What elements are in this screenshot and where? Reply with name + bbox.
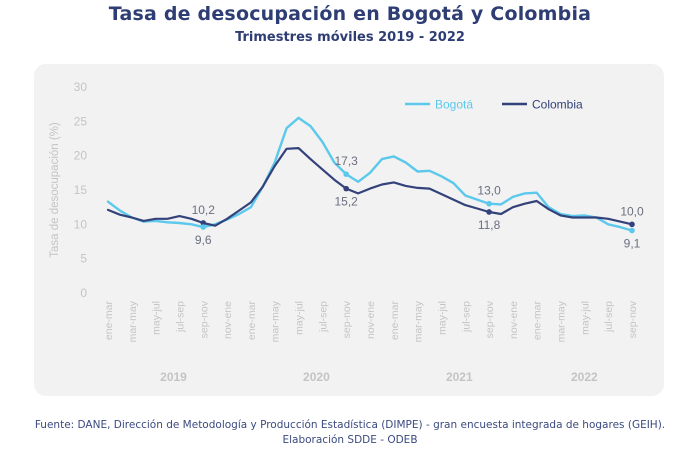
x-tick-label: may-jul bbox=[294, 301, 306, 335]
x-tick-label: nov-ene bbox=[222, 301, 234, 339]
series-line-colombia bbox=[106, 147, 634, 227]
line-chart: Tasa de desocupación (%) 0 5 10 15 20 25 30 en… bbox=[49, 80, 644, 384]
x-tick-label: jul-sep bbox=[460, 301, 472, 333]
chart-panel bbox=[34, 64, 664, 396]
y-tick-label: 5 bbox=[80, 252, 87, 266]
credits-line: Elaboración SDDE - ODEB bbox=[282, 434, 418, 446]
x-tick-label: ene-mar bbox=[103, 301, 115, 341]
data-point-marker bbox=[200, 224, 207, 230]
data-label: 15,2 bbox=[335, 195, 359, 209]
legend-label: Colombia bbox=[532, 98, 583, 112]
x-tick-label: jul-sep bbox=[317, 301, 329, 333]
x-tick-label: sep-nov bbox=[627, 300, 639, 338]
source-line: Fuente: DANE, Dirección de Metodología y… bbox=[34, 419, 666, 431]
data-point-marker bbox=[343, 185, 349, 192]
x-tick-label: jul-sep bbox=[174, 301, 186, 333]
y-tick-label: 10 bbox=[74, 217, 88, 231]
y-tick-label: 0 bbox=[80, 286, 87, 300]
data-point-marker bbox=[200, 220, 207, 226]
x-tick-label: mar-may bbox=[413, 300, 425, 342]
y-tick-label: 20 bbox=[74, 149, 88, 163]
data-point-marker bbox=[486, 200, 492, 207]
data-label: 9,1 bbox=[624, 237, 641, 251]
data-label: 9,6 bbox=[195, 233, 212, 247]
data-point-marker bbox=[486, 209, 492, 215]
year-label: 2021 bbox=[446, 370, 473, 384]
x-tick-label: may-jul bbox=[151, 301, 163, 335]
x-tick-label: sep-nov bbox=[198, 300, 210, 338]
y-tick-label: 30 bbox=[74, 80, 88, 94]
y-axis-label: Tasa de desocupación (%) bbox=[49, 122, 61, 258]
x-tick-label: ene-mar bbox=[532, 301, 544, 341]
y-tick-label: 25 bbox=[74, 114, 88, 128]
x-tick-label: may-jul bbox=[579, 301, 591, 335]
x-tick-label: sep-nov bbox=[341, 300, 353, 338]
x-tick-label: nov-ene bbox=[365, 301, 377, 339]
data-label: 11,8 bbox=[478, 218, 501, 232]
chart-subtitle: Trimestres móviles 2019 - 2022 bbox=[235, 30, 465, 45]
y-tick-label: 15 bbox=[74, 183, 88, 197]
data-point-marker bbox=[629, 227, 635, 234]
year-label: 2019 bbox=[160, 370, 187, 384]
year-label: 2020 bbox=[303, 370, 330, 384]
data-label: 10,0 bbox=[620, 204, 644, 218]
x-tick-label: mar-may bbox=[270, 300, 282, 342]
x-tick-label: mar-may bbox=[556, 300, 568, 342]
x-tick-label: sep-nov bbox=[484, 300, 496, 338]
source-footer: Fuente: DANE, Dirección de Metodología y… bbox=[0, 418, 700, 448]
x-tick-label: nov-ene bbox=[508, 301, 520, 339]
year-label: 2022 bbox=[571, 370, 598, 384]
data-point-marker bbox=[629, 221, 635, 228]
data-label: 13,0 bbox=[477, 184, 501, 198]
x-tick-label: ene-mar bbox=[389, 301, 401, 341]
x-tick-label: jul-sep bbox=[603, 301, 615, 333]
x-tick-label: may-jul bbox=[436, 301, 448, 335]
legend-label: Bogotá bbox=[435, 98, 473, 112]
x-tick-label: mar-may bbox=[127, 300, 139, 342]
x-tick-label: ene-mar bbox=[246, 301, 258, 341]
series-line-bogot bbox=[106, 116, 634, 232]
data-label: 17,3 bbox=[335, 154, 359, 168]
chart-title: Tasa de desocupación en Bogotá y Colombi… bbox=[108, 3, 592, 25]
data-point-marker bbox=[343, 171, 349, 178]
data-label: 10,2 bbox=[192, 203, 216, 217]
